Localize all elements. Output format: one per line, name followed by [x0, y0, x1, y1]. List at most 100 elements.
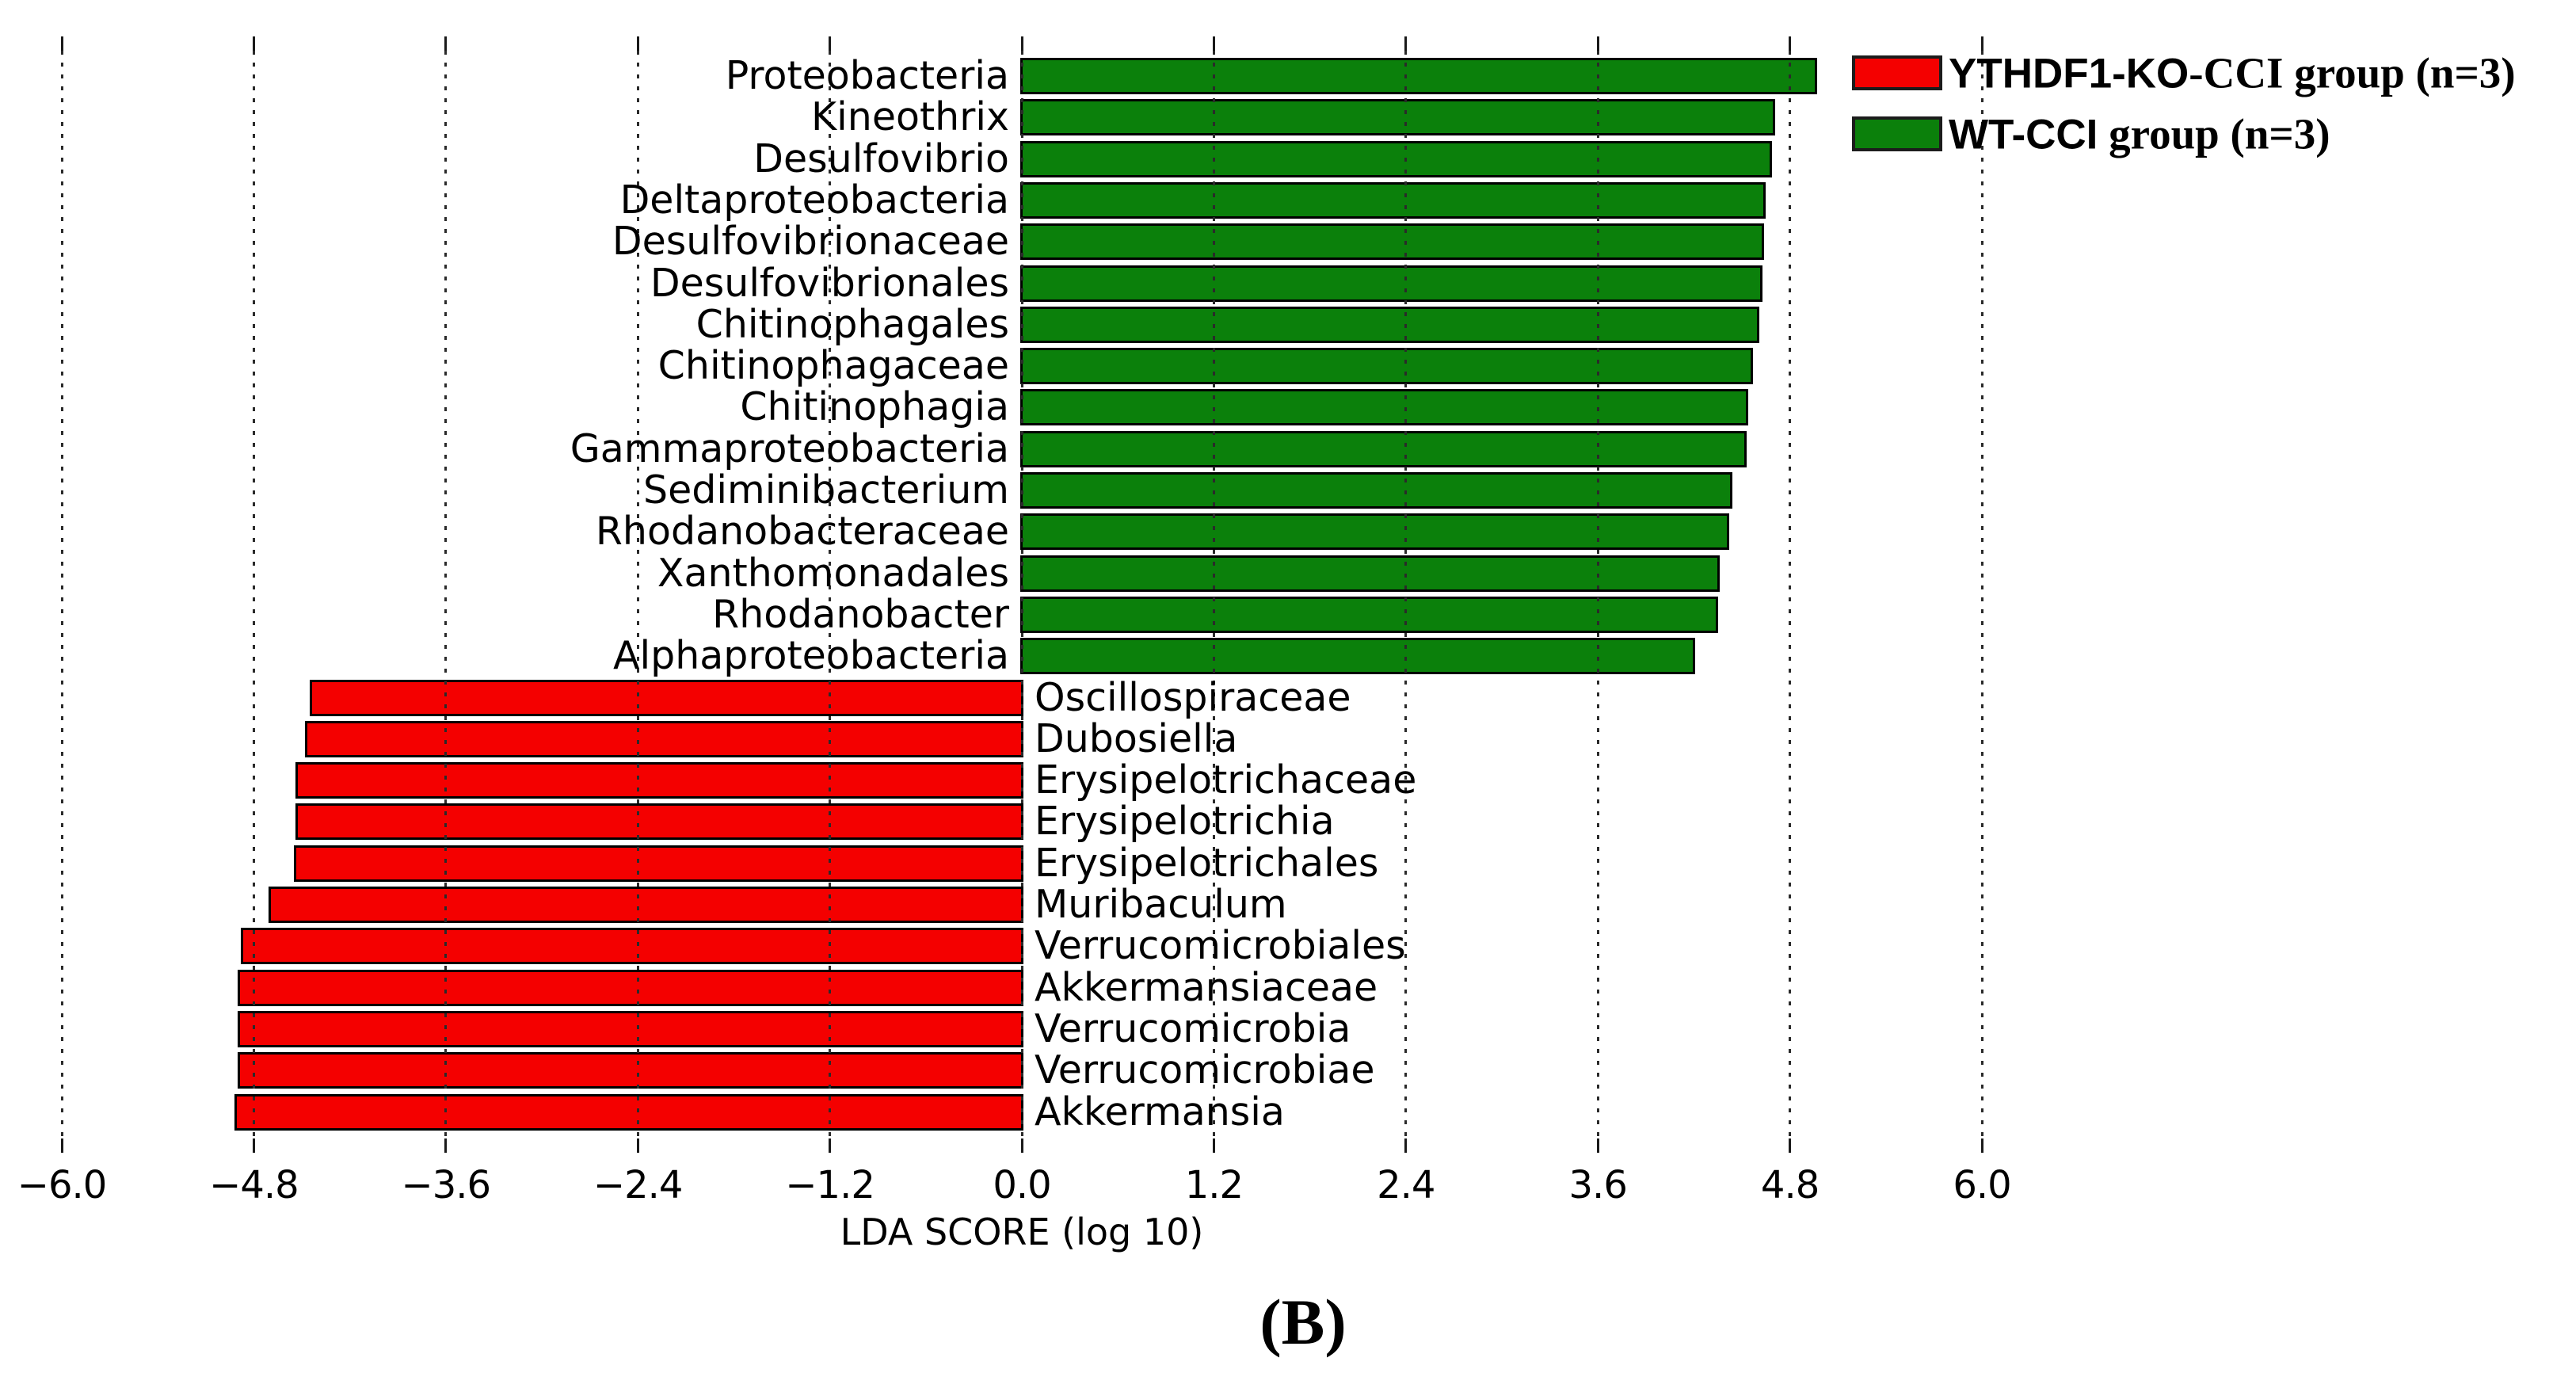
gridline: [444, 51, 448, 1138]
legend-swatch: [1852, 116, 1942, 151]
bar: [1020, 99, 1776, 135]
tick-label: 1.2: [1184, 1163, 1244, 1207]
bar: [268, 887, 1023, 923]
taxon-label: Verrucomicrobiae: [1035, 1047, 1375, 1093]
panel-caption: (B): [1259, 1286, 1347, 1358]
taxon-label: Desulfovibrionales: [650, 261, 1009, 306]
legend-label-prefix: YTHDF1-KO: [1949, 50, 2189, 97]
axis-tick-bottom: [1789, 1138, 1792, 1153]
taxon-label: Deltaproteobacteria: [619, 177, 1009, 223]
taxon-label: Desulfovibrio: [753, 136, 1009, 181]
axis-tick-top: [636, 36, 639, 51]
taxon-label: Sediminibacterium: [643, 467, 1009, 513]
bar: [293, 845, 1023, 882]
axis-tick-bottom: [1212, 1138, 1215, 1153]
axis-tick-bottom: [252, 1138, 255, 1153]
gridline: [1212, 51, 1215, 1138]
bar: [234, 1094, 1023, 1131]
tick-label: −3.6: [401, 1163, 492, 1207]
bar: [1020, 472, 1732, 509]
bar: [238, 1052, 1023, 1089]
axis-tick-bottom: [1020, 1138, 1023, 1153]
axis-tick-top: [252, 36, 255, 51]
axis-tick-bottom: [444, 1138, 448, 1153]
bar: [1020, 348, 1754, 384]
taxon-label: Rhodanobacter: [712, 592, 1009, 637]
axis-tick-top: [1020, 36, 1023, 51]
gridline: [1789, 51, 1792, 1138]
bar: [310, 680, 1023, 716]
axis-tick-top: [1789, 36, 1792, 51]
gridline: [829, 51, 832, 1138]
tick-label: −6.0: [17, 1163, 108, 1207]
bar: [295, 762, 1023, 799]
legend-swatch: [1852, 55, 1942, 90]
taxon-label: Erysipelotrichales: [1035, 841, 1379, 886]
tick-label: −1.2: [785, 1163, 875, 1207]
axis-tick-top: [1404, 36, 1408, 51]
gridline: [60, 51, 63, 1138]
tick-label: 0.0: [993, 1163, 1051, 1207]
bar: [1020, 431, 1747, 467]
bar: [238, 970, 1023, 1006]
axis-tick-top: [829, 36, 832, 51]
taxon-label: Verrucomicrobiales: [1035, 923, 1406, 968]
gridline: [1020, 51, 1023, 1138]
bar: [1020, 58, 1817, 94]
tick-label: −4.8: [209, 1163, 299, 1207]
tick-label: 2.4: [1377, 1163, 1435, 1207]
bar: [1020, 555, 1720, 592]
gridline: [1404, 51, 1408, 1138]
tick-label: −2.4: [593, 1163, 684, 1207]
taxon-label: Chitinophagaceae: [657, 343, 1009, 388]
axis-tick-bottom: [60, 1138, 63, 1153]
taxon-label: Oscillospiraceae: [1035, 675, 1351, 720]
bar: [1020, 265, 1763, 302]
axis-tick-top: [1980, 36, 1983, 51]
tick-label: 4.8: [1760, 1163, 1820, 1207]
taxon-label: Erysipelotrichaceae: [1035, 757, 1417, 803]
x-axis-label: LDA SCORE (log 10): [840, 1211, 1204, 1253]
taxon-label: Proteobacteria: [725, 53, 1009, 98]
bar: [305, 721, 1023, 757]
legend-label: WT-CCI group (n=3): [1949, 109, 2330, 159]
taxon-label: Erysipelotrichia: [1035, 799, 1335, 844]
bar: [241, 928, 1023, 964]
tick-label: 6.0: [1953, 1163, 2011, 1207]
taxon-label: Gammaproteobacteria: [570, 426, 1009, 471]
taxon-label: Xanthomonadales: [657, 551, 1009, 596]
axis-tick-bottom: [1404, 1138, 1408, 1153]
taxon-label: Muribaculum: [1035, 882, 1287, 927]
taxon-label: Akkermansiaceae: [1035, 965, 1378, 1010]
taxon-label: Chitinophagia: [740, 384, 1009, 429]
gridline: [1596, 51, 1599, 1138]
taxon-label: Chitinophagales: [695, 302, 1009, 347]
taxon-label: Kineothrix: [811, 94, 1009, 139]
bar: [1020, 141, 1773, 177]
axis-tick-bottom: [1596, 1138, 1599, 1153]
bar: [238, 1011, 1023, 1047]
bar: [1020, 513, 1729, 550]
taxon-label: Desulfovibrionaceae: [612, 219, 1009, 264]
axis-tick-top: [444, 36, 448, 51]
gridline: [252, 51, 255, 1138]
legend-label-suffix: group (n=3): [2098, 109, 2330, 158]
legend-label-suffix: -CCI group (n=3): [2189, 48, 2516, 97]
bar: [1020, 389, 1749, 425]
axis-tick-bottom: [636, 1138, 639, 1153]
axis-tick-top: [1212, 36, 1215, 51]
gridline: [636, 51, 639, 1138]
bar: [1020, 182, 1766, 219]
bar: [1020, 223, 1765, 260]
axis-tick-bottom: [829, 1138, 832, 1153]
taxon-label: Rhodanobacteraceae: [595, 509, 1009, 554]
axis-tick-top: [60, 36, 63, 51]
tick-label: 3.6: [1568, 1163, 1628, 1207]
bar: [1020, 638, 1696, 674]
bar: [295, 803, 1023, 840]
taxon-label: Verrucomicrobia: [1035, 1006, 1351, 1051]
bar: [1020, 307, 1760, 343]
axis-tick-top: [1596, 36, 1599, 51]
axis-tick-bottom: [1980, 1138, 1983, 1153]
